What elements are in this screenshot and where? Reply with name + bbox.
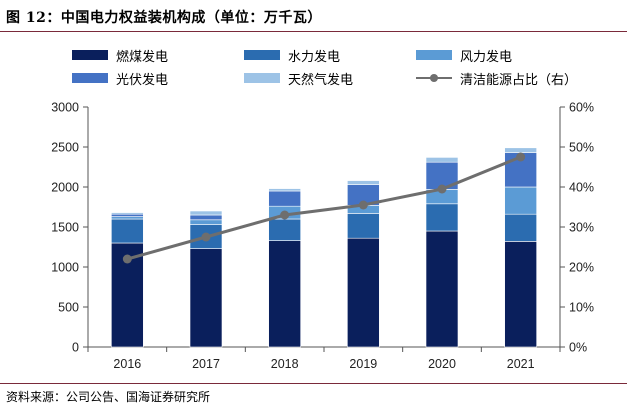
y-tick-label: 2000	[51, 181, 79, 195]
bar-segment	[268, 190, 301, 207]
bar-segment	[268, 240, 301, 348]
y-tick-label: 1000	[51, 261, 79, 275]
footer-divider	[0, 383, 627, 384]
y2-tick-label: 40%	[569, 181, 594, 195]
chart-axes	[83, 106, 565, 352]
legend-item-hydro: 水力发电	[244, 46, 341, 65]
bar-segment	[425, 203, 459, 232]
legend-item-gas: 天然气发电	[244, 69, 354, 88]
x-tick-label: 2018	[271, 357, 299, 371]
bar-segment	[189, 219, 223, 225]
x-tick-label: 2021	[507, 357, 535, 371]
y2-tick-label: 50%	[569, 141, 594, 155]
legend-swatch-clean-share	[416, 73, 452, 83]
legend-swatch-gas	[244, 73, 280, 83]
x-tick-label: 2017	[192, 357, 220, 371]
bar-segment	[111, 213, 144, 217]
bar-segment	[425, 230, 459, 348]
bar-segment	[504, 213, 537, 242]
clean-share-point	[358, 200, 368, 210]
y-tick-label: 1500	[51, 221, 79, 235]
legend-item-clean-share: 清洁能源占比（右）	[416, 69, 578, 88]
bar-segment	[189, 214, 223, 221]
title-divider	[0, 31, 627, 32]
y-tick-label: 500	[58, 301, 79, 315]
bar-segment	[268, 218, 301, 241]
clean-share-line-group	[122, 152, 526, 264]
y2-tick-label: 0%	[569, 341, 587, 355]
x-tick-label: 2020	[428, 357, 456, 371]
bar-segment	[347, 180, 380, 185]
legend-label-solar: 光伏发电	[116, 72, 169, 88]
legend-label-wind: 风力发电	[460, 49, 513, 65]
x-tick-label: 2019	[349, 357, 377, 371]
legend-swatch-hydro	[244, 50, 280, 60]
bar-segment	[504, 241, 537, 348]
bar-segment	[111, 218, 144, 244]
bar-segment	[111, 212, 144, 215]
legend-swatch-coal	[72, 50, 108, 60]
chart-legend: 燃煤发电 水力发电 风力发电 光伏发电 天然气发电 清洁能源占比（右）	[72, 46, 612, 90]
legend-label-hydro: 水力发电	[288, 49, 341, 65]
bar-segment	[347, 237, 380, 348]
bar-segment	[189, 210, 223, 216]
clean-share-point	[280, 210, 290, 220]
bar-segment	[111, 216, 144, 220]
legend-label-gas: 天然气发电	[288, 72, 354, 88]
bar-segment	[268, 188, 301, 192]
tick-labels: 0 500 1000 1500 2000 2500 3000 0% 10% 20% 30% 40% 50…	[51, 101, 594, 372]
legend-item-solar: 光伏发电	[72, 69, 169, 88]
clean-share-point	[201, 232, 211, 242]
legend-item-wind: 风力发电	[416, 46, 513, 65]
figure-title: 图 12：中国电力权益装机构成（单位：万千瓦）	[6, 10, 322, 26]
y-tick-label: 0	[72, 341, 79, 355]
clean-share-point	[437, 184, 447, 194]
bar-segment	[189, 248, 223, 348]
legend-label-coal: 燃煤发电	[116, 49, 169, 65]
legend-label-clean-share: 清洁能源占比（右）	[460, 72, 578, 88]
clean-share-line	[126, 155, 522, 261]
y2-tick-label: 10%	[569, 301, 594, 315]
stacked-bar-chart: 0 500 1000 1500 2000 2500 3000 0% 10% 20% 30% 40% 50…	[51, 101, 594, 372]
x-tick-label: 2016	[113, 357, 141, 371]
clean-share-point	[516, 152, 526, 162]
y-tick-label: 2500	[51, 141, 79, 155]
bar-segment	[347, 213, 380, 239]
y2-tick-label: 30%	[569, 221, 594, 235]
bar-group	[111, 147, 537, 348]
legend-swatch-wind	[416, 50, 452, 60]
clean-share-point	[122, 254, 132, 264]
bar-segment	[425, 157, 459, 163]
y2-tick-label: 60%	[569, 101, 594, 115]
source-note: 资料来源：公司公告、国海证券研究所	[6, 390, 211, 404]
legend-swatch-solar	[72, 73, 108, 83]
bar-segment	[504, 186, 537, 215]
bar-segment	[504, 147, 537, 153]
y2-tick-label: 20%	[569, 261, 594, 275]
legend-item-coal: 燃煤发电	[72, 46, 169, 65]
y-tick-label: 3000	[51, 101, 79, 115]
